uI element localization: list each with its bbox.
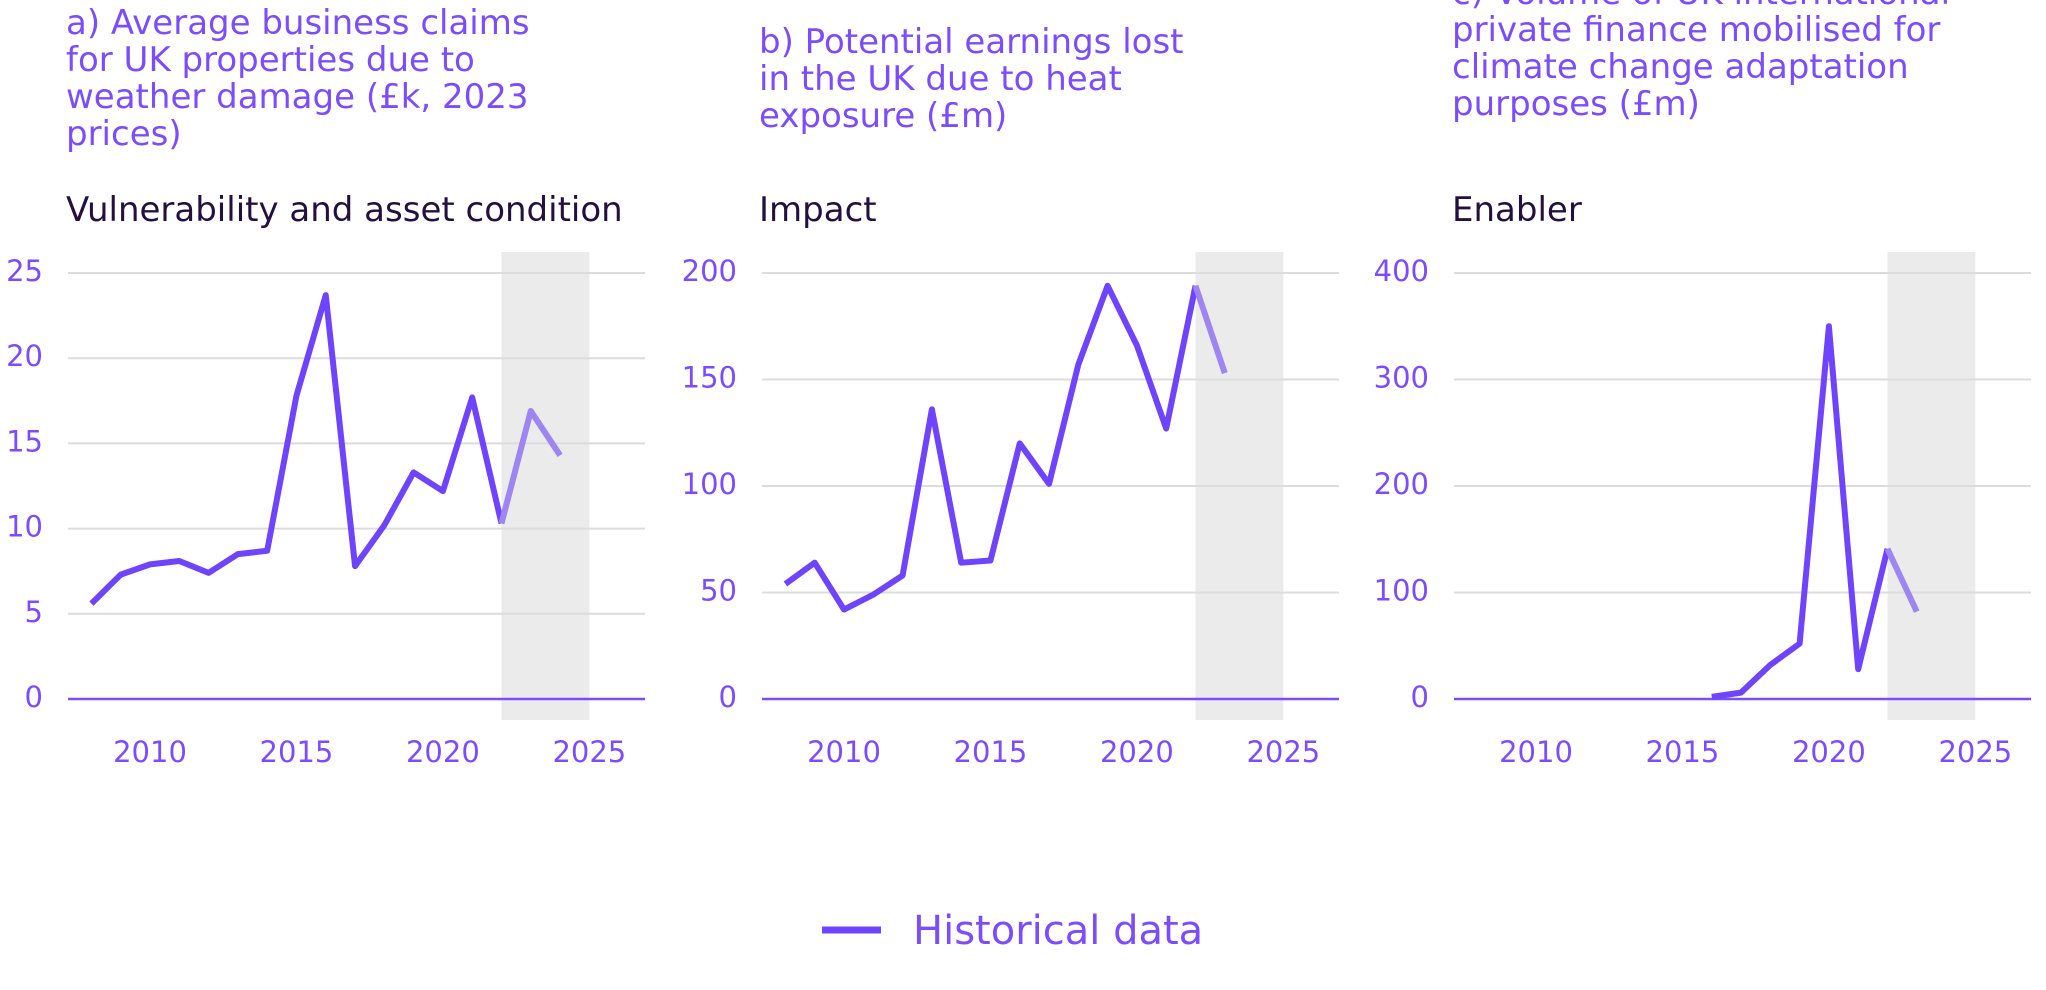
y-tick-label: 100 [682,467,737,501]
x-tick-label: 2015 [260,735,334,769]
y-tick-label: 50 [700,574,737,608]
y-tick-label: 200 [1374,467,1429,501]
data-line [89,292,505,606]
data-line [1884,547,1920,613]
y-tick-label: 300 [1374,361,1429,395]
x-tick-label: 2010 [807,735,881,769]
x-tick-label: 2020 [1792,735,1866,769]
y-tick-label: 10 [6,510,43,544]
data-line [1711,323,1891,700]
chart-title: b) Potential earnings lost in the UK due… [759,22,1184,136]
chart-subtitle: Enabler [1452,190,1582,230]
x-tick-label: 2025 [552,735,626,769]
y-tick-label: 400 [1374,254,1429,288]
x-tick-label: 2015 [1646,735,1720,769]
y-tick-label: 150 [682,361,737,395]
y-tick-label: 0 [719,680,737,714]
y-tick-label: 0 [25,680,43,714]
y-tick-label: 20 [6,339,43,373]
x-tick-label: 2020 [406,735,480,769]
x-tick-label: 2020 [1100,735,1174,769]
data-line [1192,284,1228,375]
y-tick-label: 200 [682,254,737,288]
x-tick-label: 2015 [954,735,1028,769]
data-line [783,282,1199,613]
chart-title: c) Volume of UK international private fi… [1452,0,1950,124]
data-line [498,408,563,525]
x-tick-label: 2010 [113,735,187,769]
y-tick-label: 15 [6,424,43,458]
chart-subtitle: Vulnerability and asset condition [66,190,623,230]
x-tick-label: 2025 [1246,735,1320,769]
x-tick-label: 2010 [1499,735,1573,769]
y-tick-label: 100 [1374,574,1429,608]
y-tick-label: 25 [6,254,43,288]
legend-label: Historical data [913,908,1203,954]
y-tick-label: 5 [25,595,43,629]
chart-title: a) Average business claims for UK proper… [66,3,530,154]
y-tick-label: 0 [1411,680,1429,714]
x-tick-label: 2025 [1938,735,2012,769]
forecast-shade [501,252,590,720]
chart-subtitle: Impact [759,190,877,230]
